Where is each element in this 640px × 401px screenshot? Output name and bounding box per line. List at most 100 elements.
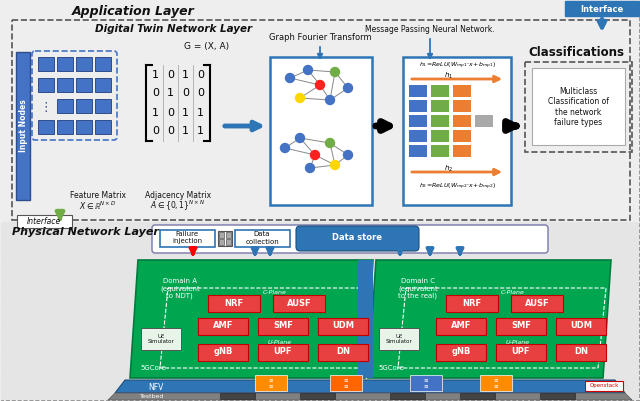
- Bar: [525, 62, 632, 152]
- Bar: [453, 130, 471, 142]
- Bar: [198, 318, 248, 335]
- Bar: [453, 100, 471, 112]
- Text: Interface: Interface: [27, 217, 61, 225]
- Bar: [95, 120, 111, 134]
- Text: $h_2$: $h_2$: [444, 164, 454, 174]
- Text: 1: 1: [182, 69, 189, 79]
- Bar: [76, 99, 92, 113]
- Circle shape: [296, 134, 305, 142]
- Bar: [410, 375, 442, 391]
- FancyBboxPatch shape: [152, 225, 548, 253]
- Text: Openstack: Openstack: [589, 383, 619, 389]
- Text: $A \in \{0,1\}^{N \times N}$: $A \in \{0,1\}^{N \times N}$: [150, 199, 205, 213]
- Text: C-Plane: C-Plane: [263, 290, 287, 294]
- Text: 0: 0: [152, 89, 159, 99]
- Text: U-Plane: U-Plane: [268, 340, 292, 344]
- Text: ⋮: ⋮: [40, 101, 52, 113]
- Bar: [480, 375, 512, 391]
- Bar: [475, 115, 493, 127]
- Polygon shape: [130, 260, 373, 378]
- Circle shape: [330, 67, 339, 77]
- Bar: [453, 145, 471, 157]
- Polygon shape: [368, 260, 611, 378]
- Text: Interface: Interface: [580, 4, 623, 14]
- Text: DN: DN: [336, 348, 350, 356]
- Text: SMF: SMF: [273, 322, 293, 330]
- Bar: [585, 381, 623, 391]
- Bar: [446, 295, 498, 312]
- Text: NRF: NRF: [225, 298, 244, 308]
- Text: Domain C
(equivalent
to the real): Domain C (equivalent to the real): [398, 278, 438, 299]
- Bar: [16, 52, 30, 200]
- Bar: [453, 115, 471, 127]
- Bar: [565, 1, 639, 16]
- Text: gNB: gNB: [213, 348, 233, 356]
- Text: Data
collection: Data collection: [245, 231, 279, 245]
- Text: ≡
≡: ≡ ≡: [493, 378, 499, 389]
- Bar: [95, 99, 111, 113]
- Text: Graph Fourier Transform: Graph Fourier Transform: [269, 34, 371, 43]
- Bar: [431, 130, 449, 142]
- Bar: [409, 145, 427, 157]
- Text: Adjacency Matrix: Adjacency Matrix: [145, 190, 211, 200]
- Polygon shape: [108, 393, 632, 400]
- Text: UE
Simulator: UE Simulator: [148, 334, 174, 344]
- Text: Data store: Data store: [332, 233, 382, 243]
- Text: Application Layer: Application Layer: [72, 6, 195, 18]
- Text: NRF: NRF: [463, 298, 481, 308]
- Bar: [218, 231, 232, 246]
- Text: 1: 1: [182, 107, 189, 117]
- Bar: [141, 328, 181, 350]
- Text: ≡
≡: ≡ ≡: [344, 378, 348, 389]
- Bar: [38, 57, 54, 71]
- Text: UE
Simulator: UE Simulator: [386, 334, 412, 344]
- Bar: [235, 230, 290, 247]
- Bar: [76, 78, 92, 92]
- Text: G = (X, A): G = (X, A): [184, 41, 230, 51]
- Bar: [431, 85, 449, 97]
- Text: Physical Network Layer: Physical Network Layer: [12, 227, 159, 237]
- Text: Failure
injection: Failure injection: [172, 231, 202, 245]
- Text: U-Plane: U-Plane: [506, 340, 530, 344]
- Text: Feature Matrix: Feature Matrix: [70, 190, 126, 200]
- Text: gNB: gNB: [451, 348, 470, 356]
- Bar: [436, 318, 486, 335]
- Bar: [300, 393, 335, 399]
- Bar: [38, 78, 54, 92]
- Bar: [431, 145, 449, 157]
- Text: AMF: AMF: [213, 322, 233, 330]
- Circle shape: [280, 144, 289, 152]
- Text: 1: 1: [152, 69, 159, 79]
- Polygon shape: [115, 380, 625, 393]
- Text: ≡
≡: ≡ ≡: [269, 378, 273, 389]
- Bar: [496, 344, 546, 361]
- Text: AUSF: AUSF: [525, 298, 549, 308]
- Circle shape: [310, 150, 319, 160]
- Circle shape: [296, 93, 305, 103]
- Text: Classifications: Classifications: [528, 45, 624, 59]
- Bar: [220, 393, 255, 399]
- Bar: [431, 115, 449, 127]
- Bar: [403, 57, 511, 205]
- Text: C-Plane: C-Plane: [501, 290, 525, 294]
- Circle shape: [285, 73, 294, 83]
- Bar: [358, 260, 373, 378]
- Bar: [95, 57, 111, 71]
- Bar: [409, 130, 427, 142]
- Text: 1: 1: [152, 107, 159, 117]
- Text: 0: 0: [167, 126, 174, 136]
- Bar: [330, 375, 362, 391]
- Bar: [409, 85, 427, 97]
- Bar: [208, 295, 260, 312]
- Text: 1: 1: [182, 126, 189, 136]
- Bar: [17, 215, 72, 228]
- Bar: [57, 120, 73, 134]
- Text: UPF: UPF: [512, 348, 531, 356]
- Bar: [258, 344, 308, 361]
- Bar: [219, 239, 224, 245]
- Bar: [12, 20, 630, 220]
- Bar: [532, 68, 625, 145]
- Text: Digital Twin Network Layer: Digital Twin Network Layer: [95, 24, 252, 34]
- Text: $h_1$: $h_1$: [444, 71, 454, 81]
- FancyBboxPatch shape: [296, 226, 419, 251]
